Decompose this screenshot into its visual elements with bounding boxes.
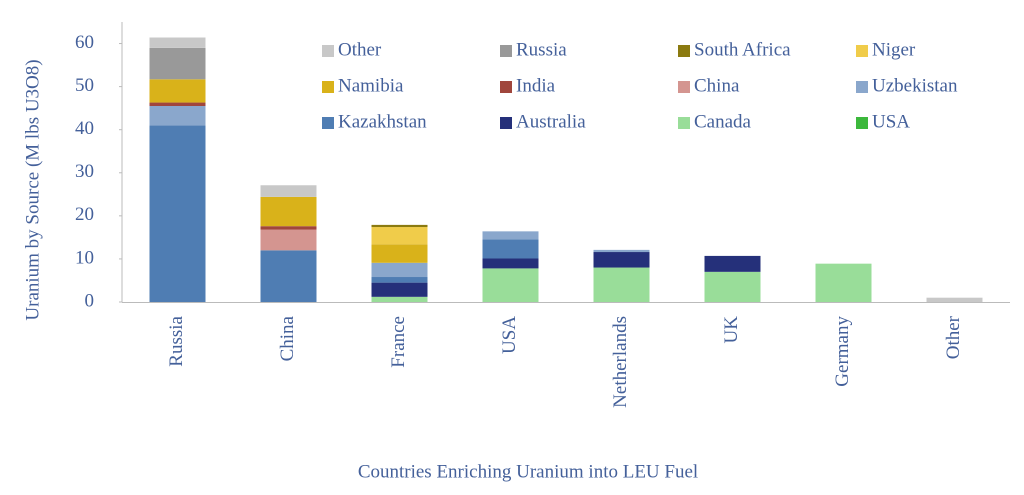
bar-segment xyxy=(149,102,206,106)
bar-segment xyxy=(149,37,206,48)
x-tick-label: UK xyxy=(721,316,742,344)
bar-segment xyxy=(704,255,761,272)
y-tick-label: 30 xyxy=(75,161,94,182)
legend-label: Kazakhstan xyxy=(338,111,427,132)
bar-segment xyxy=(482,231,539,240)
y-tick-label: 50 xyxy=(75,75,94,96)
x-tick-label: Russia xyxy=(166,315,187,366)
legend-swatch xyxy=(500,81,512,93)
y-tick-label: 60 xyxy=(75,32,94,53)
legend-swatch xyxy=(856,45,868,57)
bar-segment xyxy=(482,239,539,259)
bar-segment xyxy=(149,125,206,302)
legend-label: Australia xyxy=(516,111,586,132)
legend-label: USA xyxy=(872,111,910,132)
legend-label: Namibia xyxy=(338,75,404,96)
bar-segment xyxy=(149,106,206,126)
bar-segment xyxy=(260,229,317,251)
bar-segment xyxy=(482,268,539,302)
legend-swatch xyxy=(678,81,690,93)
legend-swatch xyxy=(500,45,512,57)
bar-segment xyxy=(149,47,206,80)
bar-segment xyxy=(371,282,428,297)
bar-segment xyxy=(371,227,428,245)
legend-label: India xyxy=(516,75,556,96)
legend-swatch xyxy=(678,45,690,57)
legend-swatch xyxy=(856,117,868,129)
x-axis-title: Countries Enriching Uranium into LEU Fue… xyxy=(358,461,698,482)
y-axis-title: Uranium by Source (M lbs U3O8) xyxy=(22,59,43,320)
legend-label: South Africa xyxy=(694,39,791,60)
bar-segment xyxy=(260,226,317,230)
legend-label: Russia xyxy=(516,39,567,60)
bar-segment xyxy=(593,252,650,268)
bar-segment xyxy=(260,250,317,302)
bar-segment xyxy=(926,297,983,302)
legend-label: China xyxy=(694,75,740,96)
bar-segment xyxy=(593,249,650,253)
legend-swatch xyxy=(500,117,512,129)
legend-label: Canada xyxy=(694,111,752,132)
legend-label: Niger xyxy=(872,39,916,60)
bar-segment xyxy=(482,258,539,269)
bar-segment xyxy=(149,79,206,103)
x-tick-label: Netherlands xyxy=(610,316,631,408)
legend-swatch xyxy=(322,81,334,93)
legend-swatch xyxy=(322,117,334,129)
legend-swatch xyxy=(856,81,868,93)
x-tick-label: France xyxy=(388,316,409,368)
x-tick-label: Other xyxy=(943,315,964,359)
bar-segment xyxy=(593,267,650,302)
y-tick-label: 40 xyxy=(75,118,94,139)
bar-segment xyxy=(371,224,428,228)
y-tick-label: 0 xyxy=(85,290,95,311)
bar-segment xyxy=(260,196,317,227)
legend-label: Uzbekistan xyxy=(872,75,958,96)
bar-segment xyxy=(260,185,317,197)
legend-label: Other xyxy=(338,39,382,60)
legend-swatch xyxy=(322,45,334,57)
bar-segment xyxy=(815,263,872,302)
bar-segment xyxy=(704,271,761,302)
bar-segment xyxy=(371,262,428,278)
bar-segment xyxy=(371,296,428,302)
x-tick-label: China xyxy=(277,315,298,361)
legend-swatch xyxy=(678,117,690,129)
bar-segment xyxy=(371,277,428,283)
y-tick-label: 10 xyxy=(75,247,94,268)
y-tick-label: 20 xyxy=(75,204,94,225)
x-tick-label: USA xyxy=(499,316,520,354)
bar-segment xyxy=(371,244,428,263)
x-tick-label: Germany xyxy=(832,316,853,387)
